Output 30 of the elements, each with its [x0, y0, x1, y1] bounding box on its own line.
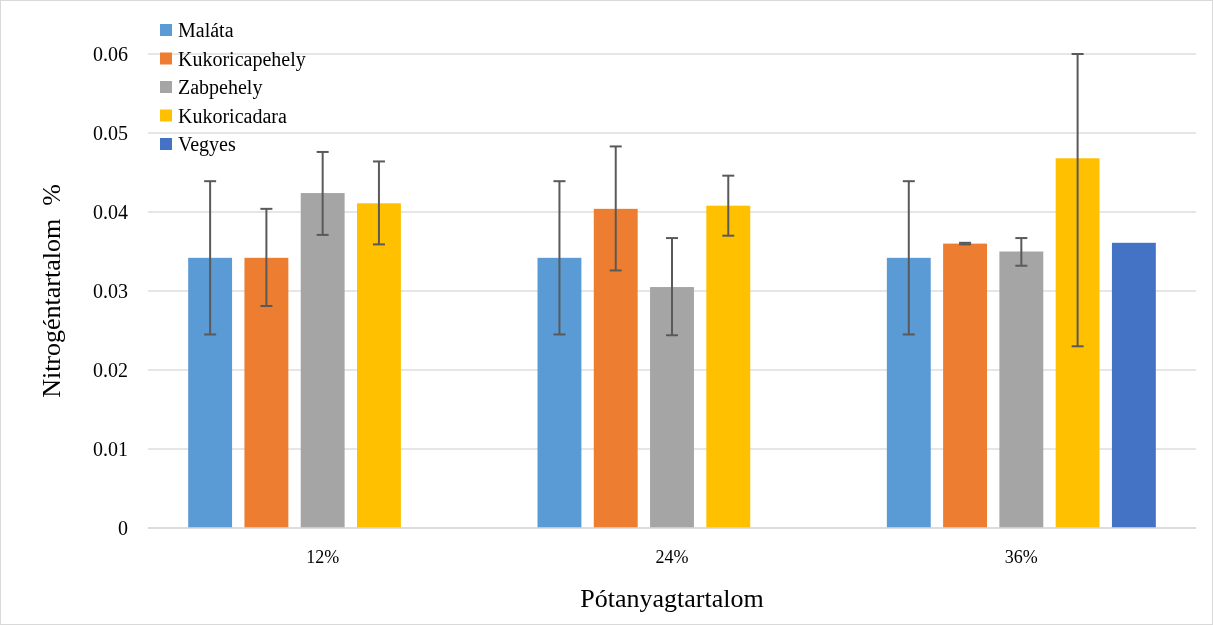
bar: [593, 208, 638, 528]
legend-label: Vegyes: [178, 133, 236, 156]
bar: [188, 257, 233, 528]
bar: [886, 257, 931, 528]
bar: [1055, 158, 1100, 528]
y-tick-label: 0.03: [93, 280, 128, 302]
y-tick-label: 0.02: [93, 359, 128, 381]
y-tick-label: 0: [118, 517, 128, 539]
bar: [356, 203, 401, 528]
y-tick-label: 0.01: [93, 438, 128, 460]
bar: [999, 251, 1044, 528]
y-tick-label: 0.04: [93, 201, 128, 223]
legend-label: Kukoricadara: [178, 104, 287, 127]
legend-label: Zabpehely: [178, 76, 263, 99]
legend-label: Maláta: [178, 19, 234, 41]
y-tick-label: 0.05: [93, 122, 128, 144]
bar: [537, 257, 582, 528]
bar: [300, 193, 345, 528]
legend-label: Kukoricapehely: [178, 47, 306, 71]
bar: [1111, 242, 1156, 528]
x-axis-title: Pótanyagtartalom: [580, 584, 764, 613]
bar: [244, 257, 289, 528]
y-tick-label: 0.06: [93, 43, 128, 65]
y-axis-title: Nitrogéntartalom %: [37, 184, 66, 398]
bar: [706, 205, 751, 528]
x-tick-label: 24%: [655, 547, 689, 567]
x-tick-label: 36%: [1004, 547, 1038, 567]
bar: [943, 243, 988, 528]
x-tick-label: 12%: [306, 547, 340, 567]
bar: [650, 287, 694, 528]
